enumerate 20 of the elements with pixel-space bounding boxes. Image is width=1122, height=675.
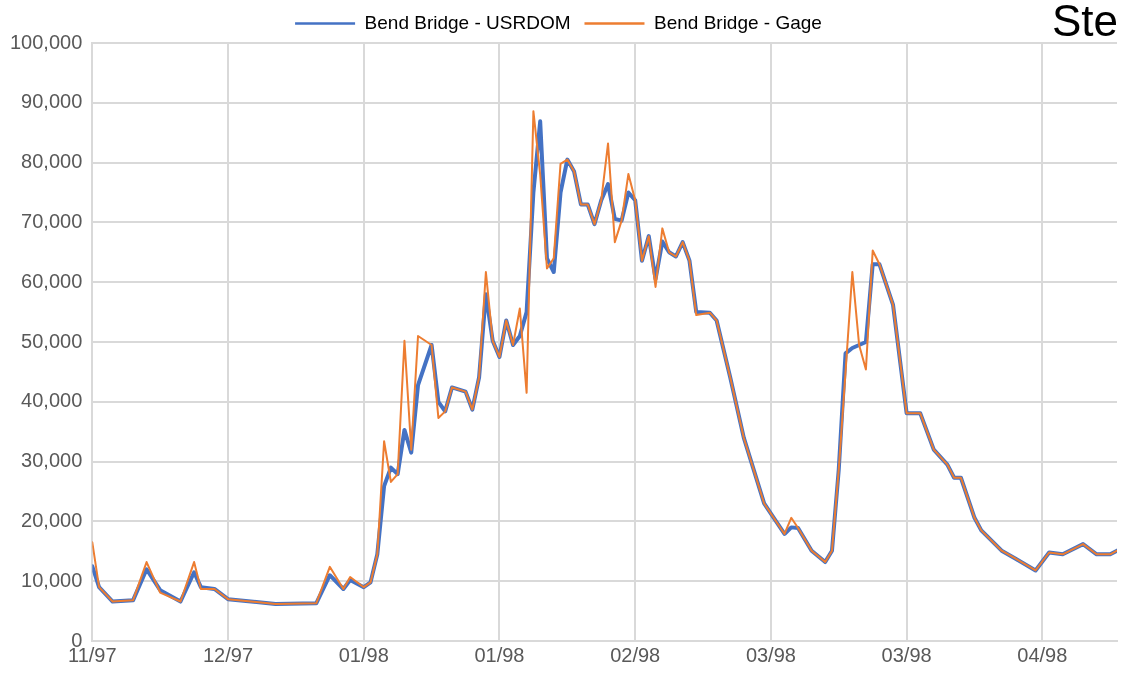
legend-label: Bend Bridge - USRDOM xyxy=(364,11,571,33)
y-tick-label: 80,000 xyxy=(21,150,83,173)
y-tick-label: 20,000 xyxy=(21,508,83,531)
y-tick-label: 70,000 xyxy=(21,209,83,232)
y-tick-label: 100,000 xyxy=(10,30,83,53)
x-tick-label: 01/98 xyxy=(474,643,525,666)
x-tick-label: 12/97 xyxy=(202,643,254,666)
y-tick-label: 40,000 xyxy=(21,389,83,412)
legend-label: Bend Bridge - Gage xyxy=(653,11,822,33)
y-tick-label: 60,000 xyxy=(21,269,83,292)
x-tick-label: 03/98 xyxy=(745,643,796,666)
x-tick-label: 02/98 xyxy=(610,643,661,666)
x-tick-label: 01/98 xyxy=(338,643,389,666)
x-tick-label: 04/98 xyxy=(1017,643,1068,666)
y-tick-label: 10,000 xyxy=(21,568,83,591)
y-tick-label: 30,000 xyxy=(21,449,83,472)
chart-title: Ste xyxy=(1051,0,1118,46)
x-tick-label: 03/98 xyxy=(881,643,932,666)
y-tick-label: 90,000 xyxy=(21,90,83,113)
y-tick-label: 50,000 xyxy=(21,329,83,352)
